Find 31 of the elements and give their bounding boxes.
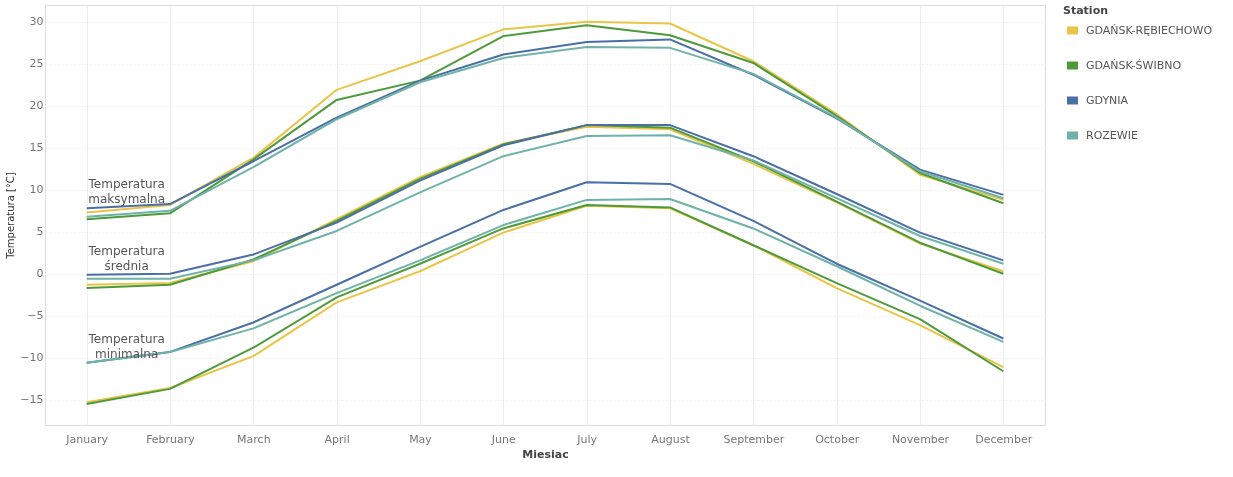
y-tick-label: 25	[29, 57, 44, 71]
y-axis-title: Temperatura [°C]	[5, 172, 17, 260]
y-tick-label: 30	[29, 15, 44, 29]
y-tick-label: 10	[29, 183, 44, 197]
y-tick-label: 5	[36, 225, 44, 239]
x-axis-title: Miesiac	[522, 447, 569, 461]
x-tick-label: October	[815, 432, 860, 446]
y-tick-label: 15	[29, 141, 44, 155]
legend-label: GDAŃSK-RĘBIECHOWO	[1086, 23, 1213, 37]
x-tick-label: August	[651, 432, 691, 446]
x-tick-label: January	[65, 432, 109, 446]
legend-label: GDYNIA	[1086, 93, 1129, 107]
y-tick-label: −5	[27, 309, 44, 323]
x-tick-label: September	[723, 432, 785, 446]
x-tick-label: February	[146, 432, 196, 446]
y-tick-label: −15	[20, 393, 44, 407]
y-tick-label: 0	[36, 267, 44, 281]
x-tick-label: March	[237, 432, 271, 446]
x-tick-label: June	[490, 432, 517, 446]
legend-label: GDAŃSK-ŚWIBNO	[1086, 58, 1182, 72]
legend-title: Station	[1063, 4, 1109, 17]
annotation: Temperatura średnia	[87, 243, 165, 273]
y-tick-label: −10	[20, 351, 44, 365]
x-tick-label: April	[324, 432, 350, 446]
x-tick-label: May	[409, 432, 433, 446]
x-tick-label: November	[891, 432, 950, 446]
x-tick-label: July	[576, 432, 598, 446]
legend-label: ROZEWIE	[1086, 128, 1138, 142]
annotation: Temperatura maksymalna	[87, 177, 166, 207]
y-tick-label: 20	[29, 99, 44, 113]
x-tick-label: December	[975, 432, 1033, 446]
